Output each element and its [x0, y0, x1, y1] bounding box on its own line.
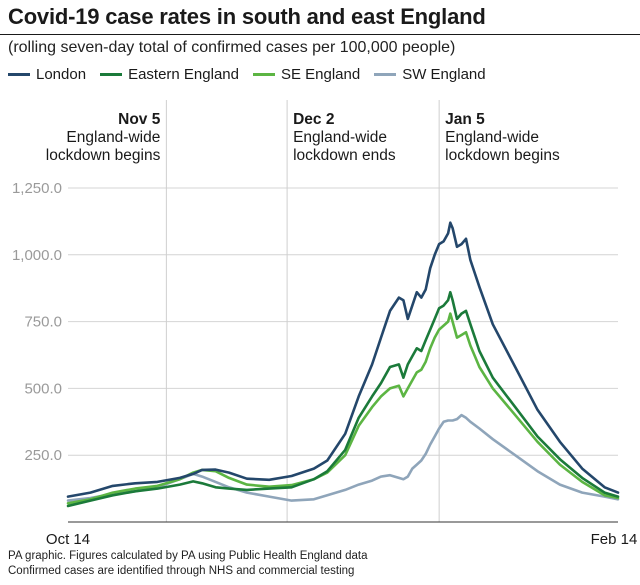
legend-label-london: London: [36, 66, 87, 83]
y-tick-label: 500.0: [24, 380, 62, 397]
chart-footer: PA graphic. Figures calculated by PA usi…: [8, 549, 368, 579]
legend-swatch-sw-england: [374, 73, 397, 76]
annotation-text: England-wide: [445, 129, 539, 146]
y-tick-label: 1,250.0: [12, 180, 62, 197]
legend-item-se-england: SE England: [252, 66, 361, 83]
legend-swatch-eastern-england: [100, 73, 123, 76]
x-tick-label-end: Feb 14: [591, 531, 638, 548]
chart-title: Covid-19 case rates in south and east En…: [8, 4, 486, 29]
chart-legend: London Eastern England SE England SW Eng…: [8, 66, 486, 83]
annotation-text: England-wide: [293, 129, 387, 146]
x-tick-label-start: Oct 14: [46, 531, 90, 548]
title-divider: [0, 34, 640, 35]
legend-swatch-se-england: [252, 73, 275, 76]
legend-item-eastern-england: Eastern England: [100, 66, 239, 83]
y-tick-label: 1,000.0: [12, 247, 62, 264]
legend-label-eastern-england: Eastern England: [128, 66, 239, 83]
annotation-date: Dec 2: [293, 111, 334, 128]
chart-subtitle: (rolling seven-day total of confirmed ca…: [8, 39, 456, 56]
annotation-date: Nov 5: [118, 111, 161, 128]
legend-item-london: London: [8, 66, 86, 83]
series-line-london: [66, 221, 620, 498]
y-tick-label: 750.0: [24, 314, 62, 331]
annotation-text: England-wide: [66, 129, 160, 146]
footer-note: Confirmed cases are identified through N…: [8, 565, 355, 577]
legend-swatch-london: [8, 73, 30, 76]
y-tick-label: 250.0: [24, 447, 62, 464]
legend-label-sw-england: SW England: [402, 66, 486, 83]
annotation-text: lockdown begins: [445, 147, 560, 164]
footer-source: PA graphic. Figures calculated by PA usi…: [8, 550, 368, 562]
series-line-sw-england: [66, 413, 620, 502]
legend-item-sw-england: SW England: [374, 66, 486, 83]
legend-label-se-england: SE England: [280, 66, 361, 83]
annotation-text: lockdown begins: [46, 147, 161, 164]
series-line-eastern-england: [66, 290, 620, 508]
annotation-date: Jan 5: [445, 111, 485, 128]
annotation-text: lockdown ends: [293, 147, 396, 164]
